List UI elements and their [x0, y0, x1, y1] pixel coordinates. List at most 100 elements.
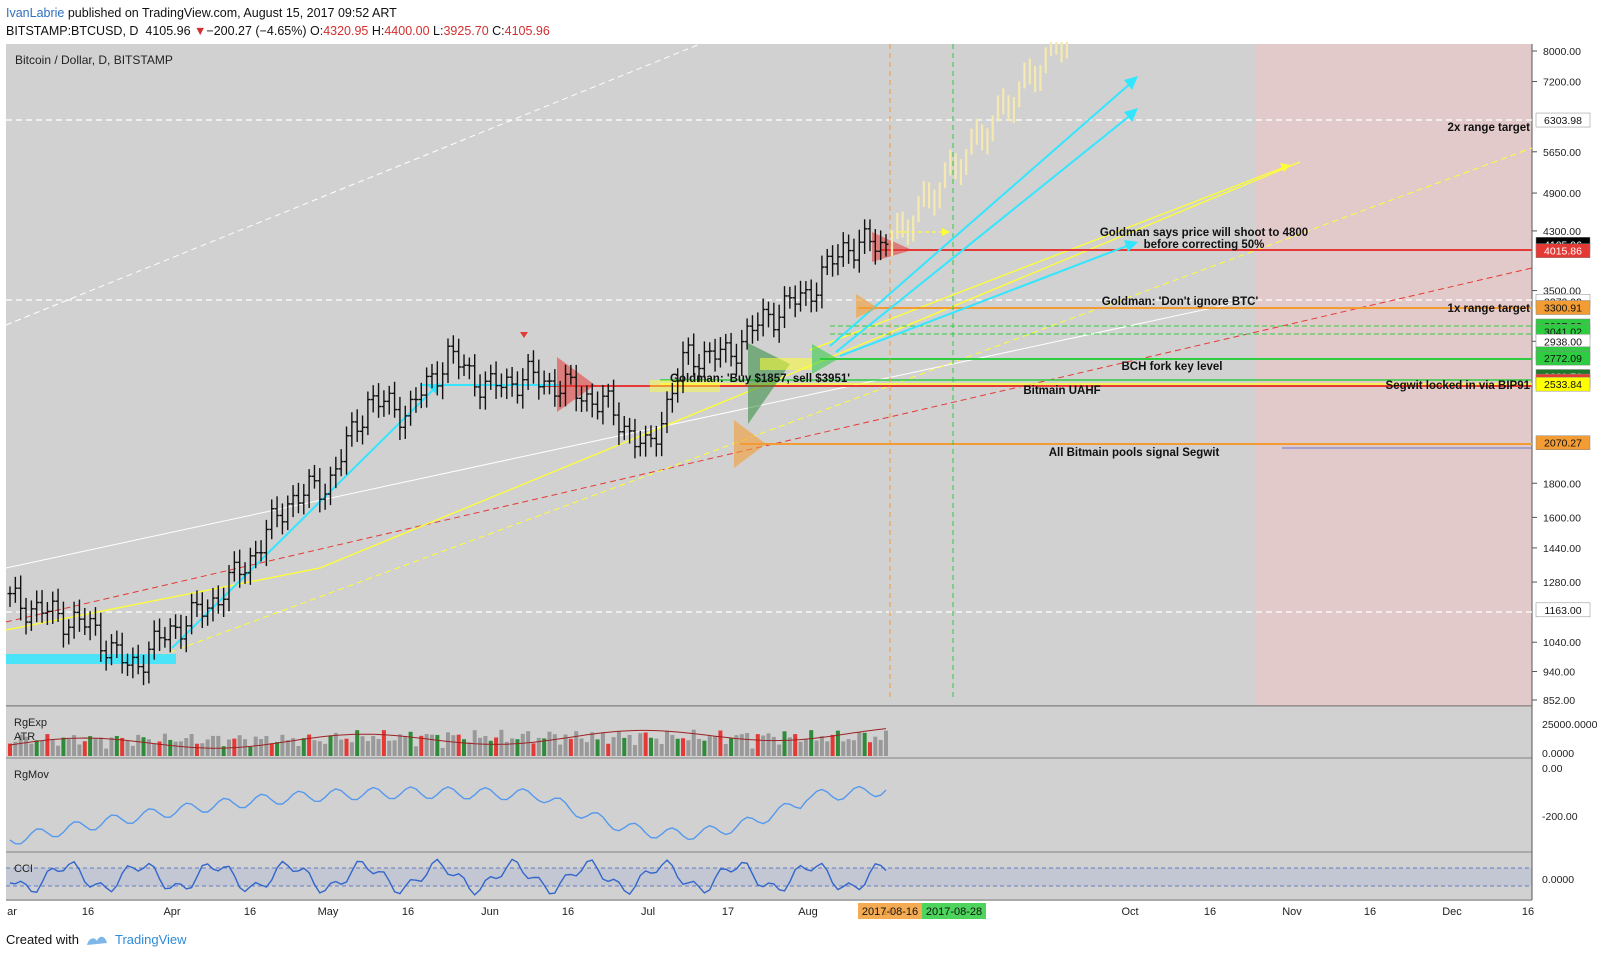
author-link[interactable]: IvanLabrie: [6, 6, 65, 20]
atr-bar: [723, 744, 728, 756]
rgmov-tick-2: -200.00: [1542, 811, 1578, 823]
price-tick-label: 1280.00: [1543, 577, 1581, 589]
atr-bar: [803, 739, 808, 756]
down-arrow-icon: ▼: [194, 24, 207, 38]
rgmov-tick-1: 0.00: [1542, 763, 1563, 775]
candlestick-series: [7, 219, 889, 686]
atr-bar: [563, 734, 568, 756]
atr-bar: [408, 731, 413, 756]
atr-bar: [403, 736, 408, 756]
last-price: 4105.96: [145, 24, 191, 38]
price-tick-label: 852.00: [1543, 695, 1575, 707]
atr-bar: [878, 739, 883, 756]
atr-bar: [371, 735, 376, 756]
annot-goldman-buy: Goldman: 'Buy $1857, sell $3951': [670, 373, 850, 385]
atr-bar: [360, 736, 365, 756]
cyan-arrow-1[interactable]: [171, 384, 439, 649]
atr-bar: [761, 735, 766, 756]
atr-bar: [862, 732, 867, 756]
atr-tick-1: 25000.0000: [1542, 719, 1598, 731]
atr-bar: [446, 732, 450, 756]
orange-triangle-jul: [734, 420, 766, 468]
price-tick-label: 4300.00: [1543, 226, 1581, 238]
cyan-arrow-2[interactable]: [829, 81, 1133, 347]
atr-bar: [627, 734, 632, 756]
time-tick-label: Nov: [1282, 906, 1302, 918]
atr-bar: [152, 744, 157, 756]
price-flag: 2938.00: [1544, 336, 1582, 348]
atr-bar: [707, 736, 712, 756]
atr-bar: [499, 729, 504, 756]
rgmov-line: [9, 785, 887, 845]
atr-bar: [793, 734, 798, 756]
chart-header: IvanLabrie published on TradingView.com,…: [6, 4, 550, 40]
atr-bar: [387, 740, 392, 756]
time-tick-label: Dec: [1442, 906, 1462, 918]
time-axis[interactable]: ar 16 Apr 16 May 16 Jun 16 Jul 17 Aug 16 Oct 16 Nov 16 D…: [7, 906, 1534, 918]
atr-bar: [782, 731, 787, 756]
atr-bar: [867, 742, 872, 756]
created-with-label: Created with: [6, 932, 79, 947]
atr-bar: [29, 743, 34, 756]
atr-bar: [825, 741, 830, 756]
atr-bar: [510, 738, 515, 756]
atr-bar: [515, 739, 520, 756]
atr-bar: [643, 732, 648, 756]
annot-bitmain-pools: All Bitmain pools signal Segwit: [1049, 447, 1220, 459]
atr-bar: [376, 739, 381, 756]
atr-bar: [157, 741, 162, 756]
atr-bar: [542, 738, 547, 756]
cyan-arrow-4[interactable]: [839, 243, 1133, 357]
annot-uahf: Bitmain UAHF: [1023, 385, 1100, 397]
main-pane-bg: [6, 44, 1256, 706]
atr-bar: [697, 738, 702, 756]
atr-bar: [77, 744, 82, 756]
chart-title: Bitcoin / Dollar, D, BITSTAMP: [15, 53, 173, 67]
footer: Created with TradingView: [6, 932, 187, 947]
atr-bar: [681, 738, 686, 756]
atr-line: [9, 728, 887, 749]
tradingview-link[interactable]: TradingView: [114, 932, 187, 947]
atr-bar: [702, 740, 707, 756]
atr-bar: [857, 731, 862, 756]
atr-bar: [478, 737, 483, 756]
white-trend[interactable]: [5, 301, 1241, 569]
atr-bar: [590, 732, 595, 756]
atr-bar: [440, 747, 445, 756]
atr-bar: [88, 736, 93, 756]
cyan-arrow-3[interactable]: [835, 113, 1133, 353]
atr-bar: [600, 732, 605, 756]
atr-bar: [413, 746, 418, 756]
atr-bar: [56, 745, 61, 756]
annot-goldman-4800: Goldman says price will shoot to 4800: [1100, 227, 1308, 239]
price-chart[interactable]: 2x range target 1x range target Goldman …: [0, 42, 1614, 922]
price-flag: 2772.09: [1544, 353, 1582, 365]
atr-bar: [24, 736, 29, 756]
time-tick-label: Apr: [163, 906, 180, 918]
white-dashed-trend[interactable]: [5, 43, 701, 326]
atr-bar: [632, 745, 637, 756]
price-tick-label: 1040.00: [1543, 637, 1581, 649]
atr-bar: [526, 731, 531, 756]
open-label: O:: [309, 24, 324, 38]
atr-bar: [739, 734, 744, 756]
yellow-trend[interactable]: [5, 161, 1301, 631]
atr-bar: [125, 740, 130, 756]
atr-bar: [654, 738, 659, 756]
atr-bar: [317, 741, 322, 756]
atr-bar: [771, 736, 776, 756]
atr-bar: [381, 730, 386, 756]
price-flag: 6303.98: [1544, 115, 1582, 127]
atr-bar: [665, 730, 669, 756]
atr-bar: [568, 738, 573, 756]
yellow-box-2: [650, 380, 720, 392]
atr-label-1: RgExp: [14, 717, 47, 729]
yellow-dashed-trend[interactable]: [159, 147, 1533, 657]
atr-bar: [648, 737, 653, 756]
atr-bar: [291, 738, 296, 756]
tradingview-logo-icon: [86, 936, 107, 945]
price-flag: 2070.27: [1544, 438, 1582, 450]
atr-bar: [40, 740, 45, 756]
price-tick-label: 5650.00: [1543, 147, 1581, 159]
atr-bar: [109, 737, 114, 756]
